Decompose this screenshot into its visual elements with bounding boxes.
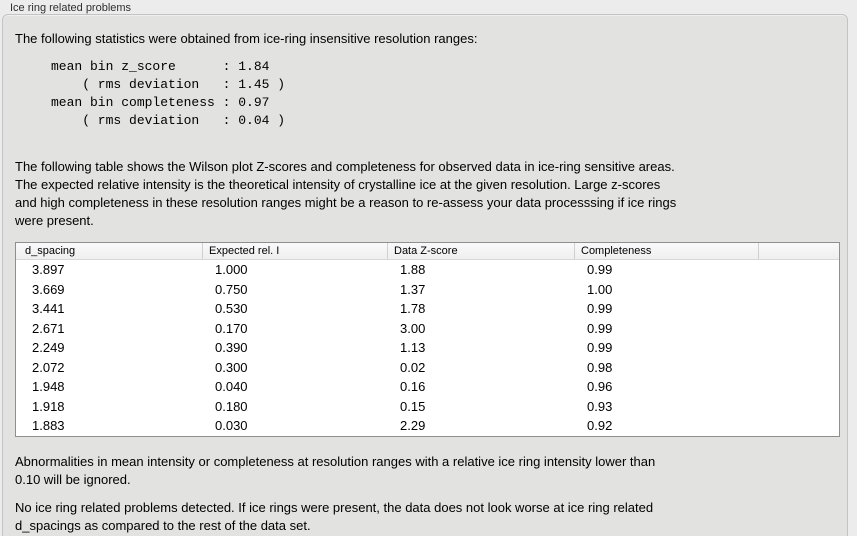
cell: 1.88 xyxy=(400,262,426,277)
cell xyxy=(759,377,839,397)
cell xyxy=(759,260,839,280)
cell: 0.030 xyxy=(215,418,248,433)
cell: 0.16 xyxy=(400,379,426,394)
group-box-title: Ice ring related problems xyxy=(10,2,132,14)
conclusion-text: No ice ring related problems detected. I… xyxy=(15,499,654,533)
table-row[interactable]: 2.249 0.390 1.13 0.99 xyxy=(16,338,839,358)
cell: 0.92 xyxy=(587,418,613,433)
ice-ring-panel: The following statistics were obtained f… xyxy=(2,14,848,536)
ice-ring-table: d_spacing Expected rel. I Data Z-score Comp… xyxy=(15,242,840,437)
cell: 3.897 xyxy=(32,262,65,277)
cell: 0.170 xyxy=(215,320,248,336)
cell: 2.072 xyxy=(32,359,65,375)
cell xyxy=(759,280,839,300)
cell: 2.671 xyxy=(32,320,65,336)
cell: 1.000 xyxy=(215,262,248,277)
cell: 0.15 xyxy=(400,398,426,414)
cell: 0.040 xyxy=(215,379,248,394)
cell: 0.99 xyxy=(587,320,613,336)
cell: 1.00 xyxy=(587,281,613,297)
cell: 1.13 xyxy=(400,340,426,355)
cell xyxy=(759,338,839,358)
table-row[interactable]: 1.948 0.040 0.16 0.96 xyxy=(16,377,839,397)
cell: 3.441 xyxy=(32,301,65,316)
table-row[interactable]: 2.671 0.170 3.00 0.99 xyxy=(16,319,839,339)
intro-text: The following statistics were obtained f… xyxy=(15,31,478,46)
table-row[interactable]: 3.669 0.750 1.37 1.00 xyxy=(16,280,839,300)
cell xyxy=(759,299,839,319)
column-header-d_spacing[interactable]: d_spacing xyxy=(16,243,203,259)
table-header-row: d_spacing Expected rel. I Data Z-score Comp… xyxy=(16,243,839,260)
cell xyxy=(759,358,839,378)
table-row[interactable]: 1.918 0.180 0.15 0.93 xyxy=(16,397,839,417)
cell: 1.883 xyxy=(32,418,65,433)
cell: 0.93 xyxy=(587,398,613,414)
cell xyxy=(759,397,839,417)
cell: 0.02 xyxy=(400,359,426,375)
cell xyxy=(759,319,839,339)
summary-statistics-block: mean bin z_score : 1.84 ( rms deviation … xyxy=(51,59,286,128)
cell: 0.99 xyxy=(587,340,613,355)
cell: 3.00 xyxy=(400,320,426,336)
cell: 0.99 xyxy=(587,301,613,316)
table-body: 3.897 1.000 1.88 0.99 3.669 0.750 1.37 1.00 3.44… xyxy=(16,260,839,436)
ignore-threshold-text: Abnormalities in mean intensity or compl… xyxy=(15,453,656,487)
cell: 0.390 xyxy=(215,340,248,355)
cell: 1.918 xyxy=(32,398,65,414)
column-header-Expected rel. I[interactable]: Expected rel. I xyxy=(203,243,388,259)
table-row[interactable]: 3.897 1.000 1.88 0.99 xyxy=(16,260,839,280)
table-description-text: The following table shows the Wilson plo… xyxy=(15,159,677,228)
table-row[interactable]: 2.072 0.300 0.02 0.98 xyxy=(16,358,839,378)
cell: 1.948 xyxy=(32,379,65,394)
cell: 0.98 xyxy=(587,359,613,375)
cell: 0.300 xyxy=(215,359,248,375)
column-header-blank[interactable] xyxy=(759,243,839,259)
column-header-Completeness[interactable]: Completeness xyxy=(575,243,759,259)
cell: 1.37 xyxy=(400,281,426,297)
cell: 3.669 xyxy=(32,281,65,297)
table-row[interactable]: 3.441 0.530 1.78 0.99 xyxy=(16,299,839,319)
cell: 2.29 xyxy=(400,418,426,433)
table-row[interactable]: 1.883 0.030 2.29 0.92 xyxy=(16,416,839,436)
cell: 1.78 xyxy=(400,301,426,316)
cell: 0.180 xyxy=(215,398,248,414)
cell: 0.96 xyxy=(587,379,613,394)
cell xyxy=(759,416,839,436)
column-header-Data Z-score[interactable]: Data Z-score xyxy=(388,243,575,259)
cell: 0.750 xyxy=(215,281,248,297)
cell: 0.530 xyxy=(215,301,248,316)
cell: 0.99 xyxy=(587,262,613,277)
cell: 2.249 xyxy=(32,340,65,355)
